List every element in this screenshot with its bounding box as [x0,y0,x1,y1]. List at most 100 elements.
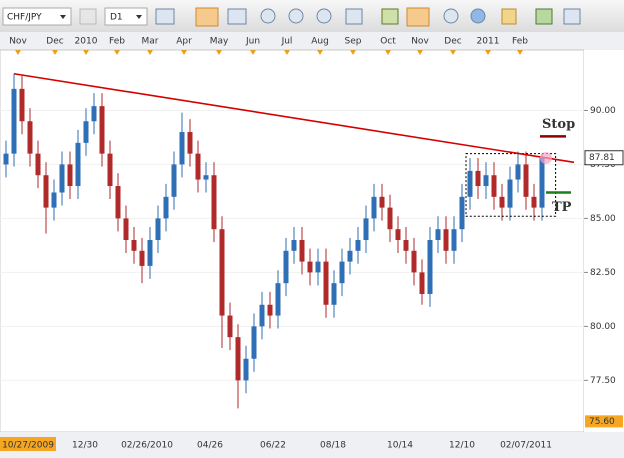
candle-body [307,261,313,273]
candle-body [115,186,121,219]
date-label: 12/30 [72,441,98,451]
date-label: 08/18 [320,441,346,451]
month-label: 2011 [477,37,500,47]
month-label: Jun [245,37,260,47]
breakout-marker [540,151,552,164]
month-label: Mar [142,37,159,47]
toolbar-button[interactable] [79,8,97,25]
top-time-axis [0,32,624,50]
y-tick-label: 77.50 [590,376,616,386]
month-tick [15,50,21,55]
month-tick [147,50,153,55]
last-price-label: 87.81 [589,153,615,163]
tool-button[interactable] [381,8,399,25]
candle-body [235,337,241,381]
candle-body [531,196,537,208]
month-tick [216,50,222,55]
toolbar [0,0,624,32]
candle-body [51,192,57,208]
candle-body [243,358,249,381]
tool-button[interactable] [345,8,363,25]
month-label: Sep [345,37,362,47]
candle-body [299,240,305,262]
month-label: Apr [176,37,192,47]
toolbar-icons [155,7,581,27]
candle-body [363,218,369,240]
date-label: 10/14 [387,441,413,451]
candle-body [11,88,17,154]
candle-body [195,153,201,180]
month-label: May [210,37,229,47]
tool-button[interactable] [501,8,517,25]
month-label: 2010 [75,37,98,47]
date-label: 04/26 [197,441,223,451]
tool-button[interactable] [406,7,430,27]
candle-body [507,179,513,208]
stop-label: Stop [542,117,575,132]
month-tick [284,50,290,55]
timeframe: D1 [110,13,123,23]
tool-button[interactable] [227,8,247,25]
candle-body [259,304,265,327]
candle-body [275,283,281,316]
candle-body [411,250,417,273]
tool-button[interactable] [563,8,581,25]
bottom-time-axis [0,432,624,458]
month-label: Dec [444,37,461,47]
tool-button[interactable] [443,8,459,24]
tool-button[interactable] [260,8,276,24]
candle-body [323,261,329,305]
candle-body [283,250,289,284]
tool-button[interactable] [535,8,553,25]
dropdown-arrow [60,15,66,19]
tool-button[interactable] [470,8,486,24]
range-box [465,153,557,217]
candle-body [331,283,337,305]
candle-body [267,304,273,316]
symbol-dropdown[interactable] [2,7,72,26]
candle-body [91,106,97,122]
candle-body [59,164,65,193]
tool-button[interactable] [155,8,175,25]
month-tick [317,50,323,55]
candle-body [491,175,497,197]
candle-body [131,240,137,251]
tool-button[interactable] [316,8,332,24]
candle-body [515,164,521,180]
month-tick [250,50,256,55]
candle-body [123,218,129,240]
dropdown-arrow [136,15,142,19]
candle-body [187,132,193,154]
trendline [13,72,575,164]
y-tick-label: 90.00 [590,106,616,116]
candle-body [3,153,9,165]
tool-button[interactable] [288,8,304,24]
month-tick [450,50,456,55]
candle-body [315,261,321,273]
candle-body [75,142,81,187]
candle-body [451,229,457,251]
candle-body [419,272,425,294]
month-tick [52,50,58,55]
date-label: 10/27/2009 [2,441,54,451]
month-label: Nov [9,37,27,47]
candle-body [379,196,385,208]
candle-body [395,229,401,240]
candle-body [483,175,489,187]
month-label: Feb [512,37,528,47]
candle-body [67,164,73,187]
low-marker-label: 75.60 [589,417,615,427]
month-label: Oct [380,37,396,47]
candle-body [163,196,169,219]
candle-body [155,218,161,240]
tp-label: TP [552,200,572,215]
candle-body [83,121,89,143]
low-marker-box [585,415,623,428]
date-highlight [0,437,56,451]
month-tick [485,50,491,55]
month-tick [385,50,391,55]
tool-button[interactable] [195,7,219,27]
timeframe-dropdown[interactable] [104,7,148,26]
candle-body [339,261,345,284]
candle-body [43,175,49,208]
